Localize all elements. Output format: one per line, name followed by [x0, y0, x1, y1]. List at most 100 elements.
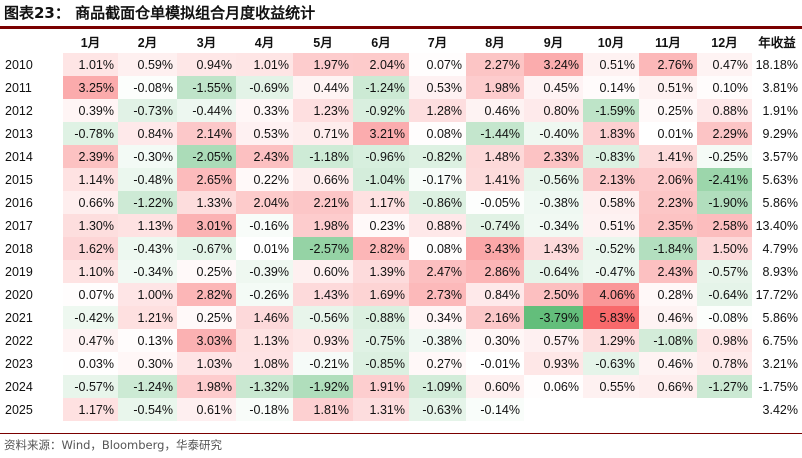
monthly-return-cell: -0.63% — [583, 352, 639, 375]
monthly-return-cell: -0.43% — [118, 237, 177, 260]
monthly-return-cell: 0.08% — [409, 122, 466, 145]
monthly-return-cell: 0.53% — [236, 122, 293, 145]
monthly-return-cell: -0.38% — [409, 329, 466, 352]
monthly-return-cell: 2.43% — [236, 145, 293, 168]
monthly-return-cell: 2.04% — [353, 53, 409, 76]
table-row: 2020 0.07% 1.00% 2.82% -0.26% 1.43% 1.69% 2.73%… — [0, 283, 802, 306]
monthly-return-cell: -0.86% — [409, 191, 466, 214]
annual-return-cell: -1.75% — [758, 379, 798, 394]
monthly-return-cell: 1.69% — [353, 283, 409, 306]
monthly-return-cell: -0.75% — [353, 329, 409, 352]
monthly-return-cell: 1.41% — [466, 168, 524, 191]
header-month: 6月 — [371, 36, 391, 50]
annual-return-cell: 13.40% — [755, 218, 798, 233]
monthly-return-cell: -0.69% — [236, 76, 293, 99]
annual-return-cell: 3.57% — [762, 149, 798, 164]
monthly-return-cell: 2.73% — [409, 283, 466, 306]
row-year: 2017 — [5, 218, 33, 233]
monthly-return-cell: 2.16% — [466, 306, 524, 329]
monthly-return-cell: 0.51% — [583, 53, 639, 76]
row-year: 2014 — [5, 149, 33, 164]
row-year: 2022 — [5, 333, 33, 348]
monthly-return-cell: -1.22% — [118, 191, 177, 214]
table-row: 2021 -0.42% 1.21% 0.25% 1.46% -0.56% -0.88% 0.3… — [0, 306, 802, 329]
row-year: 2016 — [5, 195, 33, 210]
monthly-return-cell: 0.71% — [293, 122, 353, 145]
monthly-return-cell: -0.92% — [353, 99, 409, 122]
annual-return-cell: 17.72% — [755, 287, 798, 302]
monthly-return-cell: 0.03% — [63, 352, 118, 375]
row-year: 2019 — [5, 264, 33, 279]
monthly-return-cell: -1.44% — [466, 122, 524, 145]
row-year: 2018 — [5, 241, 33, 256]
monthly-return-cell: 0.66% — [293, 168, 353, 191]
table-row: 2018 1.62% -0.43% -0.67% 0.01% -2.57% 2.82% 0.0… — [0, 237, 802, 260]
monthly-return-cell: -0.67% — [177, 237, 236, 260]
annual-return-cell: 5.63% — [762, 172, 798, 187]
monthly-return-cell: 2.33% — [524, 145, 583, 168]
monthly-return-cell: 0.51% — [583, 214, 639, 237]
monthly-return-cell: 1.39% — [353, 260, 409, 283]
row-year: 2010 — [5, 57, 33, 72]
monthly-return-cell: -0.21% — [293, 352, 353, 375]
table-row: 2022 0.47% 0.13% 3.03% 1.13% 0.93% -0.75% -0.38… — [0, 329, 802, 352]
monthly-return-cell: -1.24% — [118, 375, 177, 398]
table-row: 2015 1.14% -0.48% 2.65% 0.22% 0.66% -1.04% -0.1… — [0, 168, 802, 191]
header-month: 4月 — [254, 36, 275, 50]
monthly-return-cell: -0.48% — [118, 168, 177, 191]
monthly-return-cell: 0.66% — [639, 375, 697, 398]
monthly-return-cell: 1.91% — [353, 375, 409, 398]
monthly-return-cell: 2.06% — [639, 168, 697, 191]
monthly-return-cell: -0.42% — [63, 306, 118, 329]
monthly-return-cell: 1.41% — [639, 145, 697, 168]
monthly-return-cell: -0.78% — [63, 122, 118, 145]
monthly-return-cell: -0.44% — [177, 99, 236, 122]
monthly-return-cell: 2.76% — [639, 53, 697, 76]
monthly-return-cell: -2.41% — [697, 168, 752, 191]
monthly-return-cell: 0.28% — [639, 283, 697, 306]
monthly-return-cell: 0.27% — [409, 352, 466, 375]
monthly-return-cell: 0.57% — [524, 329, 583, 352]
monthly-return-cell: 0.25% — [177, 260, 236, 283]
monthly-return-cell: -0.82% — [409, 145, 466, 168]
monthly-return-cell: 0.98% — [697, 329, 752, 352]
monthly-return-cell: 0.55% — [583, 375, 639, 398]
monthly-return-cell: 2.39% — [63, 145, 118, 168]
monthly-return-cell: 1.21% — [118, 306, 177, 329]
monthly-return-cell: 0.44% — [293, 76, 353, 99]
monthly-return-cell: 0.13% — [118, 329, 177, 352]
monthly-return-cell: -0.25% — [697, 145, 752, 168]
table-row: 2011 3.25% -0.08% -1.55% -0.69% 0.44% -1.24% 0.… — [0, 76, 802, 99]
monthly-return-cell — [639, 398, 697, 421]
monthly-return-cell: -0.56% — [293, 306, 353, 329]
monthly-return-cell: 2.23% — [639, 191, 697, 214]
monthly-return-cell: 3.25% — [63, 76, 118, 99]
monthly-return-cell: 1.30% — [63, 214, 118, 237]
monthly-return-cell: 1.29% — [583, 329, 639, 352]
annual-return-cell: 1.91% — [762, 103, 798, 118]
monthly-return-cell: 0.60% — [466, 375, 524, 398]
monthly-return-cell: 1.83% — [583, 122, 639, 145]
monthly-return-cell: 2.50% — [524, 283, 583, 306]
table-row: 2016 0.66% -1.22% 1.33% 2.04% 2.21% 1.17% -0.86… — [0, 191, 802, 214]
monthly-return-cell: -0.54% — [118, 398, 177, 421]
monthly-return-cell: -0.74% — [466, 214, 524, 237]
monthly-return-cell: -0.08% — [118, 76, 177, 99]
row-year: 2013 — [5, 126, 33, 141]
monthly-return-cell: 3.03% — [177, 329, 236, 352]
monthly-return-cell: 2.58% — [697, 214, 752, 237]
monthly-return-cell: -0.05% — [466, 191, 524, 214]
monthly-return-cell: 2.82% — [353, 237, 409, 260]
header-month: 1月 — [80, 36, 101, 50]
monthly-return-cell: 0.94% — [177, 53, 236, 76]
monthly-return-cell: 1.03% — [177, 352, 236, 375]
header-month: 11月 — [655, 36, 681, 50]
monthly-return-cell: 0.46% — [466, 99, 524, 122]
monthly-return-cell: 2.29% — [697, 122, 752, 145]
monthly-return-cell: 1.01% — [63, 53, 118, 76]
monthly-return-cell: -0.73% — [118, 99, 177, 122]
monthly-return-cell: 0.78% — [697, 352, 752, 375]
monthly-return-cell: 1.98% — [177, 375, 236, 398]
monthly-return-cell: 0.06% — [524, 375, 583, 398]
monthly-return-cell: 3.01% — [177, 214, 236, 237]
